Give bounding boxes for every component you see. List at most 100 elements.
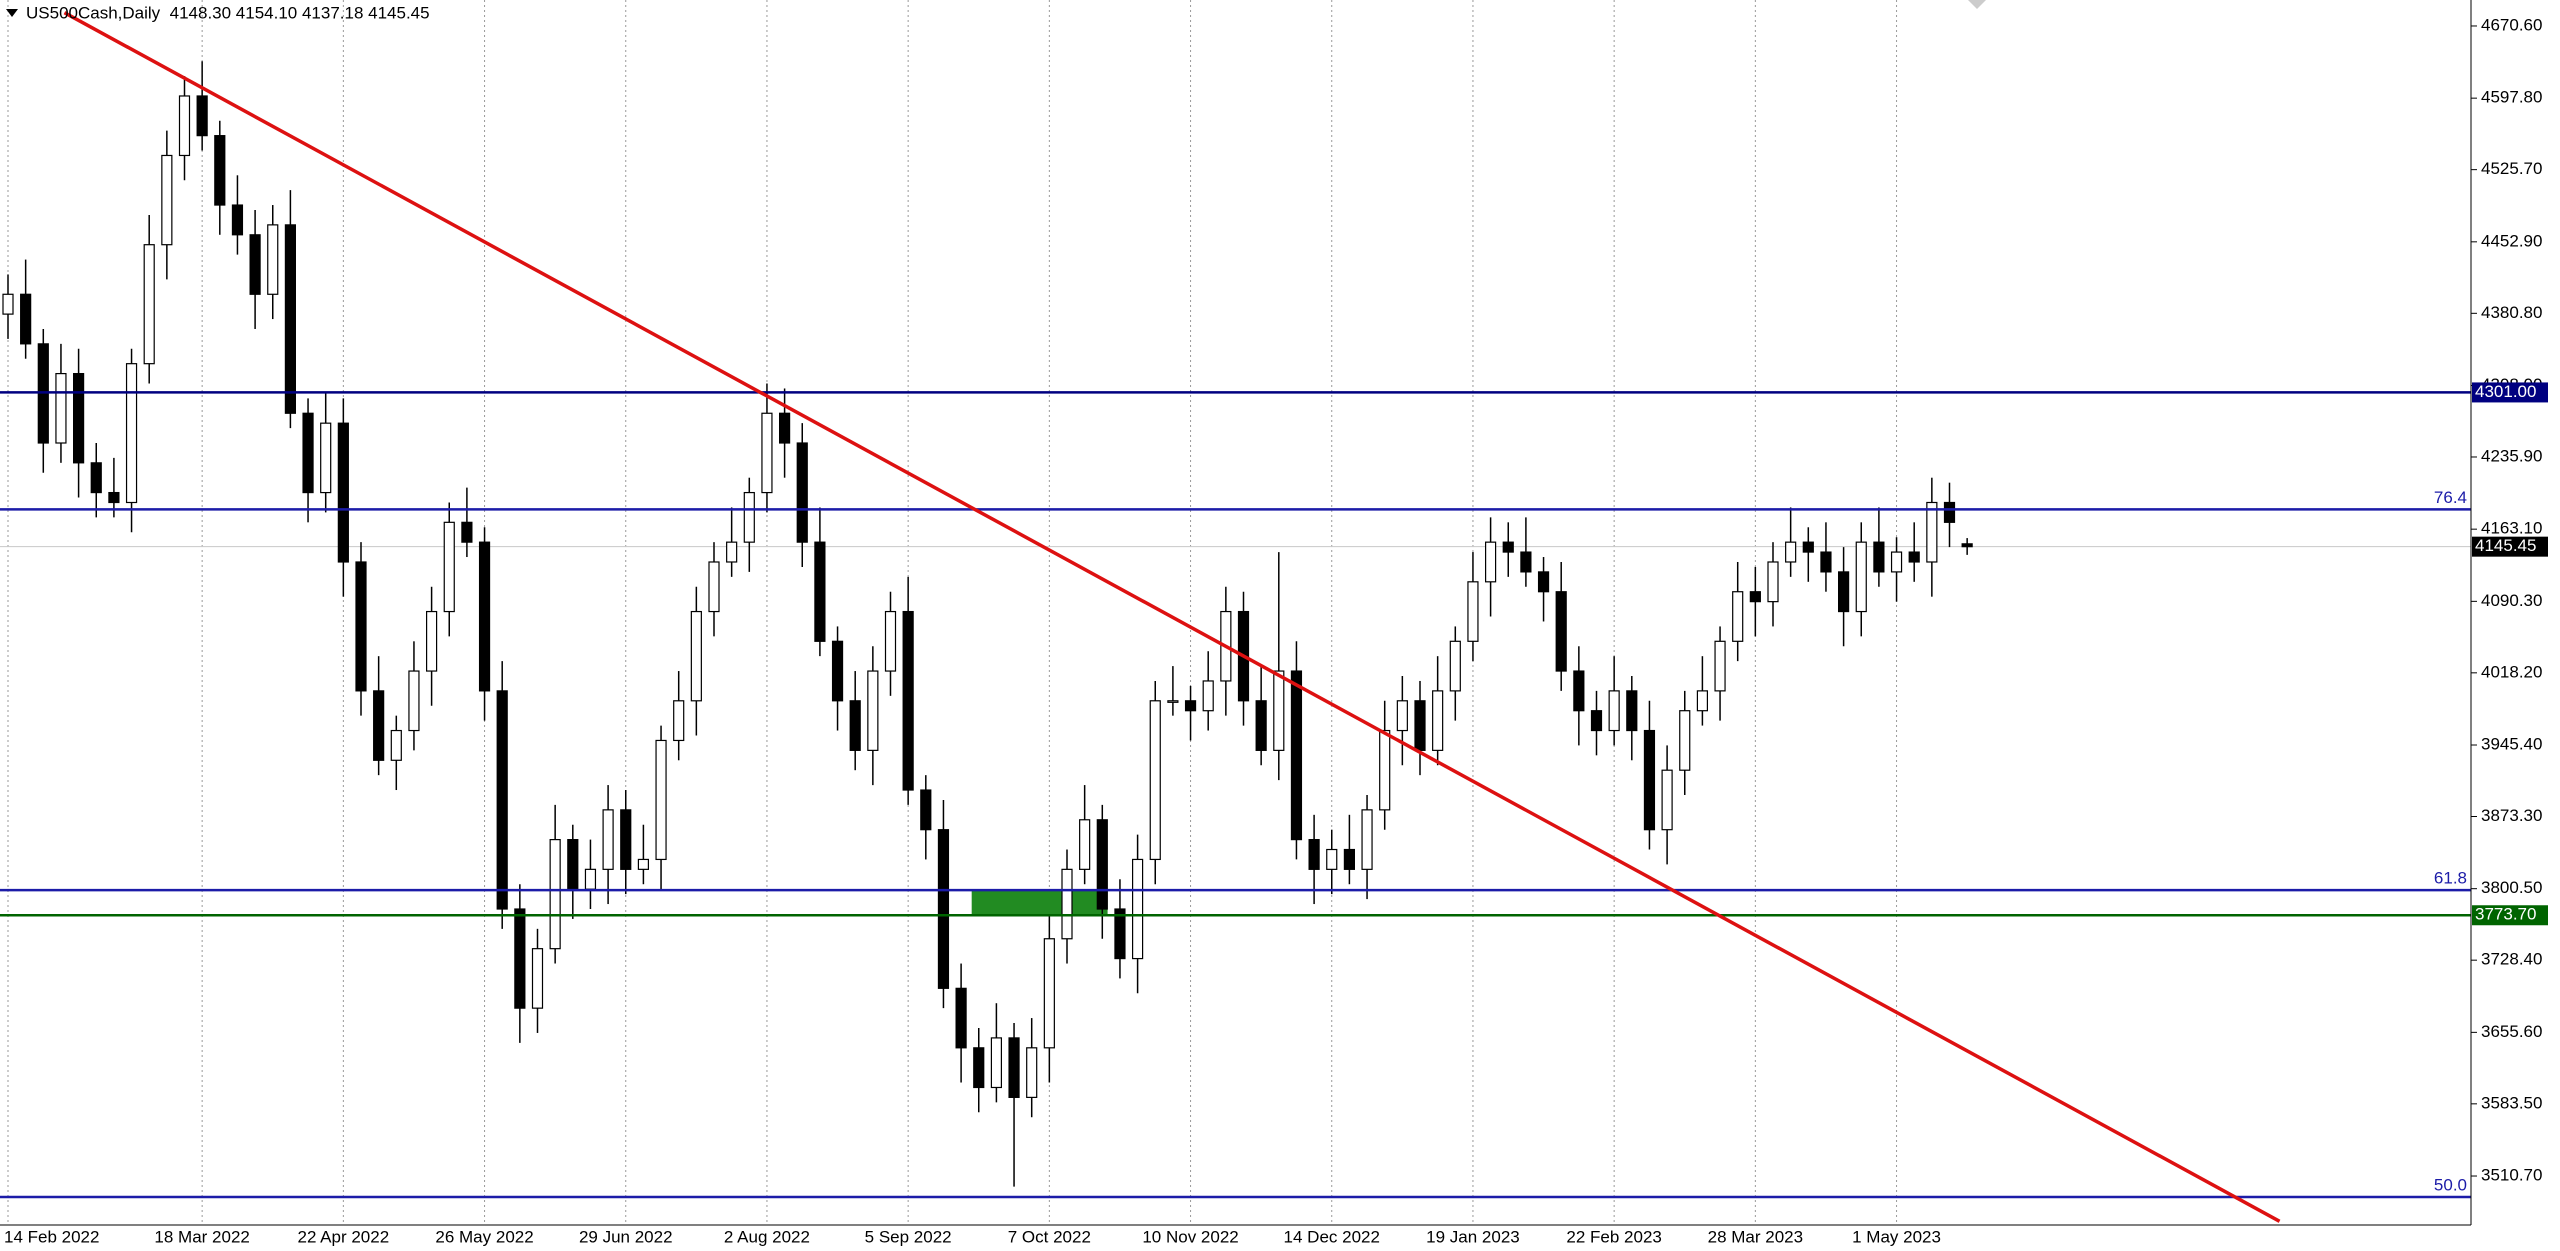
candle-body: [1696, 690, 1709, 712]
candle-body: [1643, 729, 1656, 831]
level-name: 50.0: [2434, 1175, 2467, 1194]
last-price-box: [2472, 536, 2548, 557]
candle-body: [1396, 700, 1408, 732]
candle-body: [1184, 700, 1197, 712]
candle-body: [1008, 1037, 1020, 1098]
trendline: [63, 11, 2281, 1223]
x-tick-label: 19 Jan 2023: [1426, 1227, 1520, 1246]
level-name: 76.4: [2434, 488, 2467, 507]
y-tick-label: 4452.90: [2481, 231, 2542, 250]
candle-body: [1432, 690, 1444, 751]
candle-body: [20, 293, 32, 345]
candle-body: [973, 1047, 985, 1089]
candle-body: [1661, 769, 1673, 831]
last-price-label: 4145.45: [2475, 536, 2536, 555]
y-tick-label: 4380.80: [2481, 303, 2542, 322]
candle-body: [620, 809, 632, 870]
candle-body: [831, 640, 844, 702]
candle-body: [778, 412, 791, 444]
candle-body: [1890, 551, 1903, 573]
candle-body: [355, 561, 367, 692]
candle-body: [849, 700, 861, 751]
candle-body: [514, 908, 526, 1009]
y-tick-label: 4018.20: [2481, 662, 2542, 681]
candle-body: [249, 234, 261, 295]
y-tick-label: 4597.80: [2481, 88, 2542, 107]
x-tick-label: 14 Dec 2022: [1284, 1227, 1380, 1246]
y-tick-label: 3873.30: [2481, 806, 2542, 825]
candle-body: [1802, 541, 1814, 553]
candle-body: [55, 372, 67, 444]
candle-body: [796, 442, 808, 543]
candle-body: [231, 204, 244, 236]
candle-body: [637, 858, 650, 870]
candle-body: [1202, 680, 1214, 712]
x-tick-label: 22 Feb 2023: [1566, 1227, 1661, 1246]
candle-body: [761, 412, 773, 494]
plot-area: [0, 0, 2471, 1225]
candle-body: [1785, 541, 1797, 563]
candle-body: [1467, 581, 1479, 642]
candle-body: [584, 868, 597, 890]
y-tick-label: 4670.60: [2481, 15, 2542, 34]
candle-body: [1114, 908, 1126, 960]
candle-body: [426, 610, 438, 672]
candle-body: [673, 700, 685, 742]
candle-body: [1908, 551, 1920, 563]
candle-body: [2, 293, 14, 315]
candle-body: [1061, 868, 1073, 940]
y-tick-label: 3945.40: [2481, 734, 2542, 753]
y-tick-label: 3655.60: [2481, 1022, 2542, 1041]
candle-body: [1414, 700, 1426, 751]
candle-body: [655, 739, 667, 861]
candle-body: [1043, 938, 1055, 1049]
candle-body: [1555, 591, 1567, 672]
y-tick-label: 3728.40: [2481, 950, 2542, 969]
candle-body: [1749, 591, 1761, 603]
candle-body: [478, 541, 491, 692]
candle-body: [937, 829, 950, 989]
candle-body: [1379, 729, 1391, 811]
candle-body: [814, 541, 826, 642]
candle-body: [1079, 819, 1091, 870]
y-tick-label: 3583.50: [2481, 1093, 2542, 1112]
candle-body: [90, 462, 102, 494]
candle-body: [72, 372, 85, 464]
y-tick-label: 4525.70: [2481, 159, 2542, 178]
x-tick-label: 7 Oct 2022: [1008, 1227, 1091, 1246]
candle-body: [743, 491, 755, 543]
candle-body: [267, 224, 279, 295]
candle-body: [1290, 670, 1303, 841]
candle-body: [1573, 670, 1585, 712]
candle-body: [1255, 700, 1267, 751]
zone: [971, 890, 1108, 916]
x-tick-label: 1 May 2023: [1852, 1227, 1941, 1246]
candle-body: [1714, 640, 1726, 692]
candle-body: [955, 987, 967, 1049]
menu-arrow[interactable]: [6, 9, 18, 17]
candle-body: [284, 224, 296, 414]
candle-body: [1026, 1047, 1038, 1098]
candle-body: [690, 610, 702, 702]
x-tick-label: 29 Jun 2022: [579, 1227, 673, 1246]
candle-body: [302, 412, 314, 494]
candle-body: [408, 670, 420, 732]
candle-body: [108, 491, 120, 504]
candle-body: [1484, 541, 1497, 583]
candle-body: [902, 610, 914, 791]
x-tick-label: 2 Aug 2022: [724, 1227, 810, 1246]
candle-body: [1167, 700, 1179, 703]
candle-body: [1449, 640, 1461, 692]
candle-body: [1308, 839, 1320, 870]
y-tick-label: 3800.50: [2481, 878, 2542, 897]
candle-body: [1131, 858, 1144, 960]
candle-body: [1343, 848, 1356, 870]
candle-body: [1855, 541, 1867, 613]
level-label: 3773.70: [2475, 905, 2536, 924]
candle-body: [1149, 700, 1161, 861]
candle-body: [549, 839, 561, 950]
candle-body: [161, 154, 173, 246]
candle-body: [320, 422, 332, 494]
candle-body: [390, 729, 402, 761]
